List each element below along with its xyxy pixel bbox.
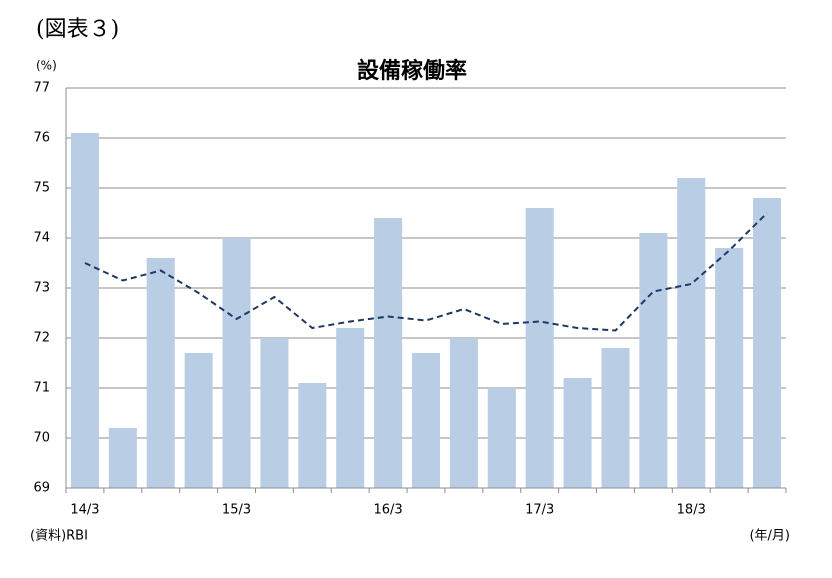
y-tick-label: 72 xyxy=(33,331,50,346)
x-axis-label: (年/月) xyxy=(749,529,790,544)
y-tick-label: 73 xyxy=(33,281,50,296)
y-axis-label: (%) xyxy=(36,59,57,73)
source-note: (資料)RBI xyxy=(30,529,88,544)
bar xyxy=(146,258,175,488)
x-tick-label: 15/3 xyxy=(222,503,251,518)
trend-line xyxy=(84,212,768,332)
y-tick-label: 77 xyxy=(33,81,50,96)
bar xyxy=(374,218,403,488)
bar xyxy=(108,428,137,488)
y-tick-label: 70 xyxy=(33,431,50,446)
x-tick-label: 16/3 xyxy=(374,503,403,518)
y-tick-label: 75 xyxy=(33,181,50,196)
bar xyxy=(715,248,744,488)
bar xyxy=(298,383,327,488)
bar xyxy=(677,178,706,488)
chart-title: 設備稼働率 xyxy=(357,58,467,84)
bar xyxy=(336,328,365,488)
bar xyxy=(70,133,99,488)
bar xyxy=(601,348,630,488)
bar xyxy=(487,388,516,488)
bar xyxy=(525,208,554,488)
bar xyxy=(184,353,213,488)
y-tick-label: 76 xyxy=(33,131,50,146)
x-tick-label: 14/3 xyxy=(70,503,99,518)
x-tick-label: 18/3 xyxy=(677,503,706,518)
y-tick-label: 69 xyxy=(33,481,50,496)
figure-label: (図表３) xyxy=(36,17,119,42)
bar xyxy=(260,338,289,488)
y-tick-label: 74 xyxy=(33,231,50,246)
x-tick-label: 17/3 xyxy=(525,503,554,518)
bar xyxy=(222,238,251,488)
bar xyxy=(753,198,782,488)
y-tick-label: 71 xyxy=(33,381,50,396)
bar xyxy=(563,378,592,488)
bar xyxy=(411,353,441,488)
bar xyxy=(639,233,668,488)
bar xyxy=(449,338,478,488)
